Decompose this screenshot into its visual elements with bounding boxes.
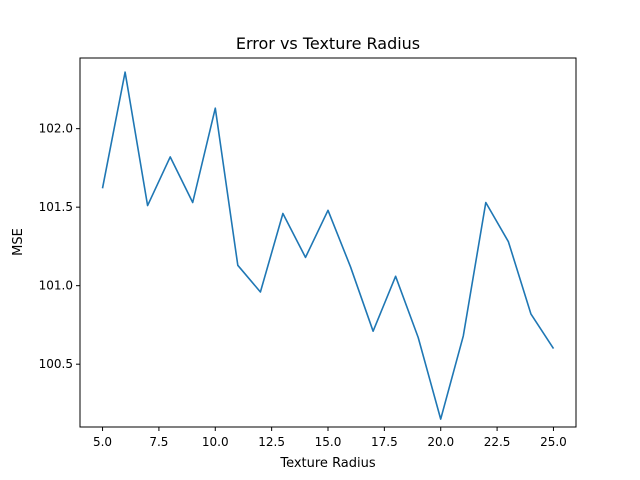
- plot-frame: [79, 57, 577, 428]
- y-tick-label: 101.0: [39, 279, 73, 293]
- plot-area: [101, 71, 555, 420]
- x-axis-ticks: 5.0 7.5 10.0 12.5 15.0 17.5 20.0 22.5 25.0: [93, 427, 567, 449]
- y-axis-label: MSE: [11, 228, 26, 256]
- y-tick-label: 101.5: [39, 200, 73, 214]
- x-tick-label: 17.5: [371, 435, 398, 449]
- x-tick-label: 15.0: [315, 435, 342, 449]
- x-axis-label: Texture Radius: [279, 456, 376, 471]
- y-axis-ticks: 100.5 101.0 101.5 102.0: [39, 122, 80, 371]
- x-tick-label: 5.0: [93, 435, 112, 449]
- series-line: [101, 71, 555, 420]
- x-tick-label: 25.0: [540, 435, 567, 449]
- x-tick-label: 7.5: [149, 435, 168, 449]
- y-tick-label: 102.0: [39, 122, 73, 136]
- x-tick-label: 12.5: [258, 435, 285, 449]
- chart-title: Error vs Texture Radius: [236, 34, 420, 53]
- x-tick-label: 10.0: [202, 435, 229, 449]
- x-tick-label: 20.0: [427, 435, 454, 449]
- y-tick-label: 100.5: [39, 357, 73, 371]
- x-tick-label: 22.5: [484, 435, 511, 449]
